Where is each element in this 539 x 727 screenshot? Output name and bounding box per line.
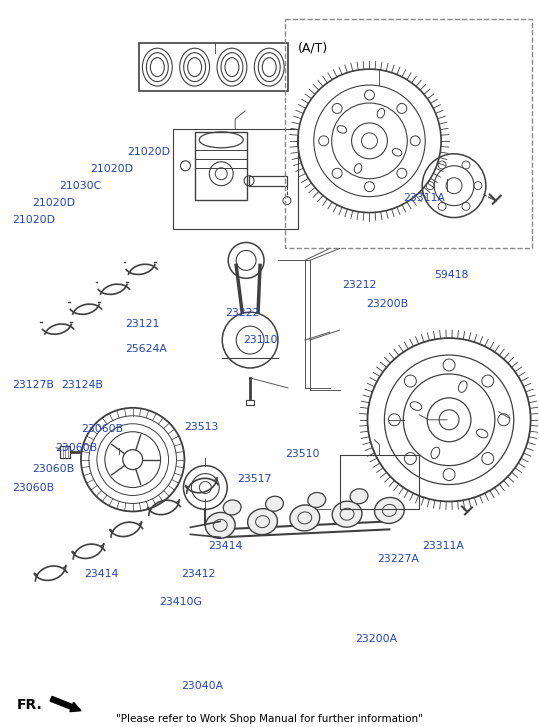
Text: 23124B: 23124B [61, 380, 103, 390]
Text: 21020D: 21020D [12, 215, 55, 225]
Ellipse shape [350, 489, 368, 504]
Ellipse shape [247, 509, 278, 534]
Bar [139, 43, 288, 91]
Text: 21030C: 21030C [59, 181, 101, 191]
Text: 23121: 23121 [125, 318, 159, 329]
Bar [195, 132, 247, 200]
Text: 23212: 23212 [342, 281, 376, 290]
FancyArrow shape [50, 696, 81, 712]
Ellipse shape [266, 497, 284, 511]
Text: 23311A: 23311A [423, 541, 464, 551]
Text: 23227A: 23227A [377, 554, 419, 564]
Text: 23127B: 23127B [12, 380, 54, 390]
Text: 23060B: 23060B [81, 424, 123, 434]
Text: "Please refer to Work Shop Manual for further information": "Please refer to Work Shop Manual for fu… [115, 714, 423, 723]
Text: 23110: 23110 [243, 335, 277, 345]
Bar [285, 20, 531, 249]
Text: 23311A: 23311A [404, 193, 445, 204]
Ellipse shape [205, 513, 235, 539]
Text: 23040A: 23040A [181, 680, 223, 691]
Text: 23060B: 23060B [55, 443, 97, 453]
Bar [249, 176, 287, 185]
Text: (A/T): (A/T) [298, 41, 328, 55]
Bar [174, 129, 298, 228]
Text: 59418: 59418 [434, 270, 469, 280]
Ellipse shape [223, 500, 241, 515]
Text: 23414: 23414 [208, 541, 242, 551]
Text: 23513: 23513 [184, 422, 218, 432]
Text: 23060B: 23060B [12, 483, 54, 493]
Text: 23060B: 23060B [32, 464, 74, 473]
Text: 23222: 23222 [225, 308, 260, 318]
Bar [246, 400, 254, 405]
Text: 23200B: 23200B [366, 299, 408, 309]
Ellipse shape [290, 505, 320, 531]
Text: 23410G: 23410G [160, 598, 203, 608]
Ellipse shape [375, 497, 404, 523]
Text: 23412: 23412 [181, 569, 216, 579]
Text: 21020D: 21020D [90, 164, 133, 174]
Text: 23200A: 23200A [355, 634, 397, 643]
Ellipse shape [308, 492, 326, 507]
Text: 23510: 23510 [286, 449, 320, 459]
Text: 23517: 23517 [237, 475, 272, 484]
Text: 21020D: 21020D [32, 198, 75, 208]
Bar [340, 454, 419, 510]
Text: 25624A: 25624A [125, 344, 167, 354]
Text: FR.: FR. [16, 698, 42, 712]
Text: 21020D: 21020D [127, 147, 170, 157]
Ellipse shape [332, 501, 362, 527]
Bar [60, 446, 70, 457]
Text: 23414: 23414 [85, 569, 119, 579]
